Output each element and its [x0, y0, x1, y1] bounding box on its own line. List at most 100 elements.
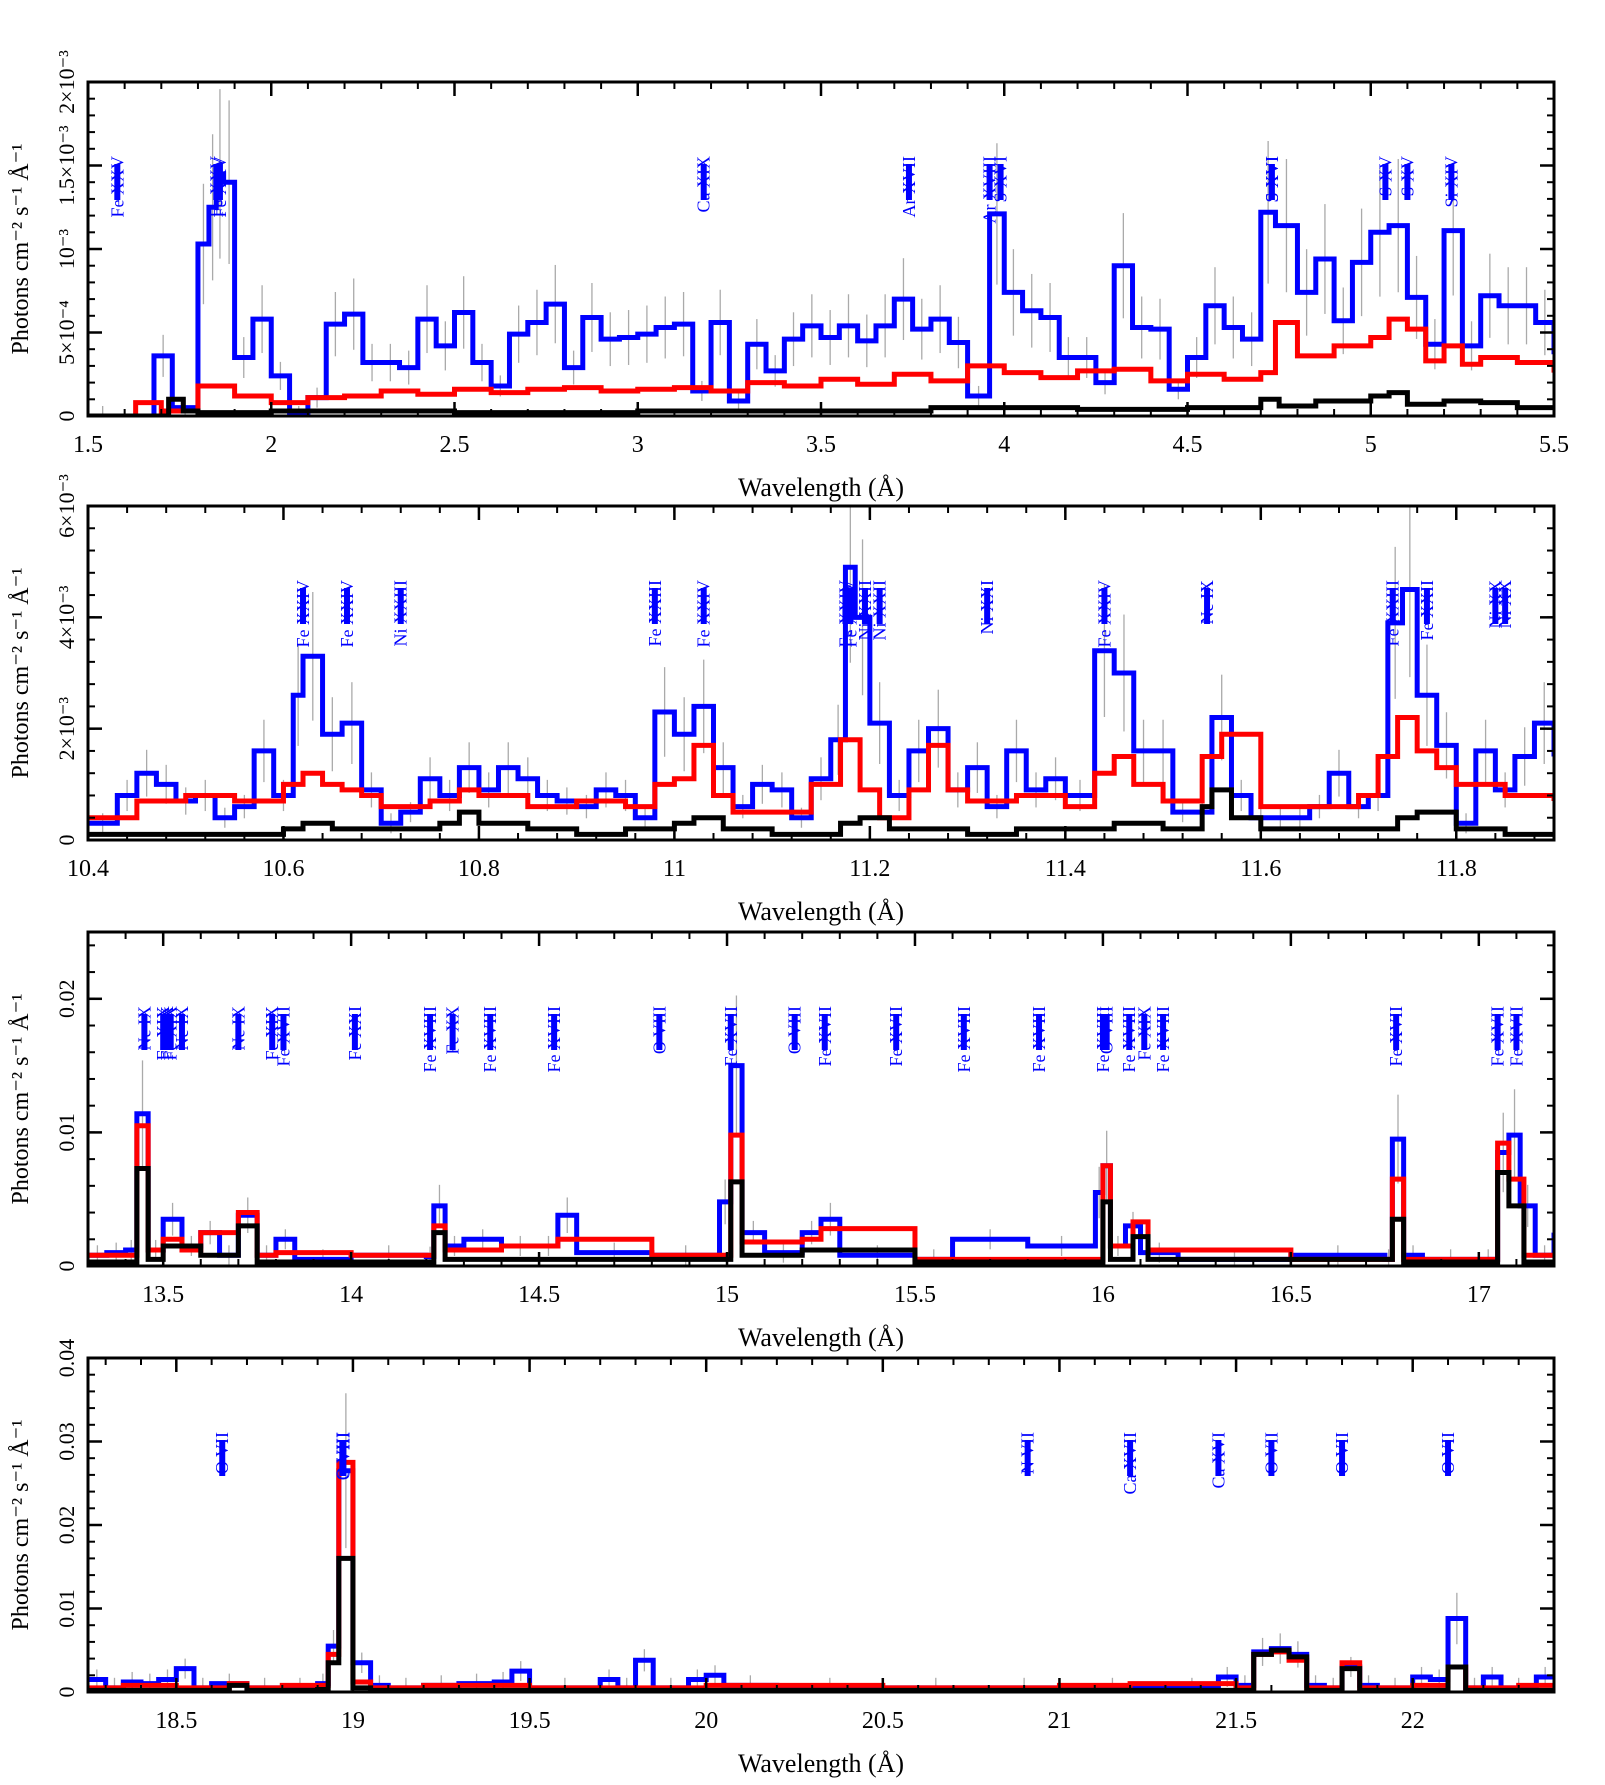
- y-tick-label: 0.02: [54, 1506, 79, 1545]
- line-label: Ni XXIII: [391, 580, 411, 646]
- line-label: Ne IX: [228, 1006, 248, 1050]
- line-label: Ni XXII: [870, 580, 890, 641]
- y-axis-label: Photons cm⁻² s⁻¹ Å⁻¹: [8, 994, 34, 1205]
- x-tick-label: 20: [694, 1708, 718, 1734]
- line-label: Fe XXIII: [1383, 580, 1403, 646]
- line-label: O VII: [1332, 1432, 1352, 1474]
- line-label: Fe XIX: [262, 1006, 282, 1061]
- x-tick-label: 3.5: [806, 432, 836, 458]
- x-tick-label: 21: [1047, 1708, 1071, 1734]
- y-axis-label: Photons cm⁻² s⁻¹ Å⁻¹: [8, 1420, 34, 1631]
- plot-area: [88, 506, 1554, 837]
- line-label: Fe XXII: [1417, 580, 1437, 641]
- x-tick-label: 3: [632, 432, 644, 458]
- line-label: O VII: [1261, 1432, 1281, 1474]
- x-tick-label: 16: [1091, 1282, 1115, 1308]
- x-tick-label: 18.5: [155, 1708, 197, 1734]
- line-label: Fe XX: [443, 1006, 463, 1055]
- x-tick-label: 2.5: [440, 432, 470, 458]
- y-tick-label: 0.01: [54, 1589, 79, 1628]
- line-label: Fe XVII: [721, 1006, 741, 1067]
- y-tick-label: 2×10⁻³: [54, 50, 79, 114]
- y-tick-label: 5×10⁻⁴: [54, 300, 79, 365]
- plot-frame: [86, 1356, 1556, 1694]
- y-tick-label: 4×10⁻³: [54, 585, 79, 649]
- x-tick-label: 16.5: [1270, 1282, 1312, 1308]
- plot-frame: [86, 80, 1556, 418]
- x-tick-label: 11.4: [1045, 856, 1086, 882]
- line-label: Ne IX: [134, 1006, 154, 1050]
- x-tick-label: 2: [265, 432, 277, 458]
- plot-area: [88, 995, 1554, 1266]
- series-high: [88, 1468, 1554, 1691]
- x-tick-label: 11.2: [849, 856, 890, 882]
- line-label: S XVI: [1262, 156, 1282, 203]
- line-label: Ca XVI: [1208, 1432, 1228, 1489]
- line-label: Fe XXIV: [840, 580, 860, 648]
- y-tick-label: 0.04: [54, 1339, 79, 1378]
- x-tick-label: 10.6: [262, 856, 304, 882]
- line-label: Fe XXIV: [337, 580, 357, 648]
- line-label: Fe XXIII: [645, 580, 665, 646]
- line-label: S XV: [1375, 156, 1395, 197]
- line-label: O VII: [1438, 1432, 1458, 1474]
- x-tick-label: 10.8: [458, 856, 500, 882]
- line-label: Fe XXV: [107, 156, 127, 218]
- spectrum-panel-2: 10.4 10.6 10.8 11 11.2 11.4 11.6 11.8 0 2×10⁻³ 4×1…: [8, 474, 1556, 926]
- series-mid: [88, 715, 1554, 821]
- x-tick-label: 13.5: [142, 1282, 184, 1308]
- line-label: O VIII: [649, 1006, 669, 1054]
- line-label: Fe XVIII: [420, 1006, 440, 1072]
- x-tick-label: 14.5: [518, 1282, 560, 1308]
- line-label: Ne IX: [172, 1006, 192, 1050]
- line-label: Fe XVII: [1488, 1006, 1508, 1067]
- line-label: O VIII: [785, 1006, 805, 1054]
- plot-frame: [86, 930, 1556, 1268]
- series-low: [88, 787, 1554, 837]
- x-tick-label: 15.5: [894, 1282, 936, 1308]
- line-label: Fe XVIII: [544, 1006, 564, 1072]
- x-axis-label: Wavelength (Å): [738, 473, 904, 502]
- y-axis-label: Photons cm⁻² s⁻¹ Å⁻¹: [8, 144, 34, 355]
- line-label: Ne IX: [1197, 580, 1217, 624]
- line-label: Fe XIX: [1134, 1006, 1154, 1061]
- series-low: [88, 1555, 1554, 1692]
- series-mid: [88, 316, 1554, 416]
- y-tick-label: 1.5×10⁻³: [54, 125, 79, 206]
- x-axis-label: Wavelength (Å): [738, 1749, 904, 1778]
- line-label: Ni XXII: [855, 580, 875, 641]
- series-high: [88, 564, 1554, 826]
- x-axis-label: Wavelength (Å): [738, 1323, 904, 1352]
- x-tick-label: 15: [715, 1282, 739, 1308]
- line-label: Fe XVIII: [480, 1006, 500, 1072]
- y-tick-label: 0: [54, 1687, 79, 1698]
- line-label: S XVI: [991, 156, 1011, 203]
- plot-area: [88, 89, 1554, 416]
- line-label: Ni XX: [1485, 580, 1505, 629]
- line-label: N VII: [1018, 1432, 1038, 1474]
- x-tick-label: 11: [663, 856, 686, 882]
- line-label: Fe XXI: [345, 1006, 365, 1061]
- line-label: Fe XVIII: [1119, 1006, 1139, 1072]
- series-low: [88, 1165, 1554, 1265]
- line-label: Fe XVIII: [954, 1006, 974, 1072]
- line-label: Fe XXIV: [694, 580, 714, 648]
- x-tick-label: 11.8: [1436, 856, 1477, 882]
- series-high: [88, 171, 1554, 416]
- y-tick-label: 0: [54, 411, 79, 422]
- x-tick-label: 22: [1401, 1708, 1425, 1734]
- series-mid: [88, 1123, 1554, 1262]
- y-axis-label: Photons cm⁻² s⁻¹ Å⁻¹: [8, 568, 34, 779]
- spectrum-panel-3: 13.5 14 14.5 15 15.5 16 16.5 17 0 0.01 0.02 Wavelen…: [8, 930, 1556, 1352]
- y-tick-label: 6×10⁻³: [54, 474, 79, 538]
- x-tick-label: 5: [1365, 432, 1377, 458]
- y-tick-label: 0: [54, 835, 79, 846]
- line-label: Fe XVII: [886, 1006, 906, 1067]
- line-label: Fe XVIII: [1153, 1006, 1173, 1072]
- line-label: Fe XXIV: [1094, 580, 1114, 648]
- plot-frame: [86, 504, 1556, 842]
- line-label: Fe XVII: [1386, 1006, 1406, 1067]
- y-tick-label: 0.02: [54, 980, 79, 1019]
- x-tick-label: 4.5: [1173, 432, 1203, 458]
